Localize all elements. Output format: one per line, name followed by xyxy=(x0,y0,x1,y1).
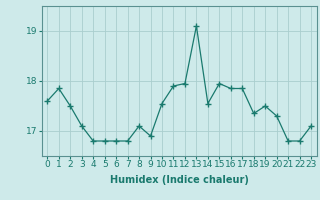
X-axis label: Humidex (Indice chaleur): Humidex (Indice chaleur) xyxy=(110,175,249,185)
